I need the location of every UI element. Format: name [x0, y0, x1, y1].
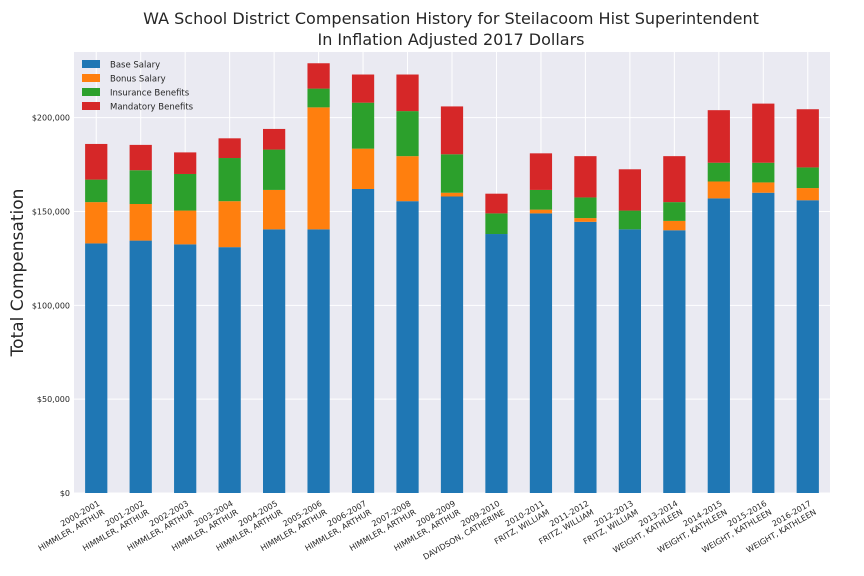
bar-segment-bonus-salary — [752, 182, 775, 193]
bar-segment-insurance-benefits — [307, 88, 330, 108]
bars — [85, 63, 819, 494]
bar-segment-mandatory-benefits — [440, 106, 464, 155]
bar-segment-base-salary — [574, 221, 597, 493]
bar-segment-insurance-benefits — [218, 158, 241, 202]
bar-segment-base-salary — [174, 244, 197, 493]
legend-label: Bonus Salary — [110, 75, 166, 85]
bar-segment-mandatory-benefits — [796, 109, 819, 168]
bar-segment-base-salary — [85, 243, 108, 493]
bar-segment-bonus-salary — [796, 188, 819, 201]
bar-segment-bonus-salary — [129, 204, 152, 241]
bar-segment-mandatory-benefits — [707, 110, 730, 163]
bar-segment-base-salary — [440, 196, 464, 494]
legend-swatch — [82, 88, 100, 96]
legend-swatch — [82, 102, 100, 110]
bar-segment-mandatory-benefits — [85, 143, 108, 180]
legend-label: Mandatory Benefits — [110, 103, 194, 113]
legend-swatch — [82, 74, 100, 82]
y-tick-labels: $0 $50,000 $100,000 $150,000 $200,000 — [32, 114, 70, 498]
bar-segment-base-salary — [752, 192, 775, 493]
bar-segment-bonus-salary — [218, 201, 241, 248]
bar-segment-mandatory-benefits — [574, 156, 597, 198]
bar-segment-mandatory-benefits — [752, 103, 775, 163]
bar-segment-insurance-benefits — [174, 173, 197, 211]
bar-segment-insurance-benefits — [129, 170, 152, 205]
bar-segment-base-salary — [529, 213, 553, 493]
bar-segment-insurance-benefits — [85, 179, 108, 203]
bar-segment-bonus-salary — [440, 192, 464, 197]
bar-segment-insurance-benefits — [574, 197, 597, 219]
bar-segment-bonus-salary — [663, 220, 686, 231]
bar-segment-insurance-benefits — [663, 202, 686, 221]
bar-segment-base-salary — [263, 229, 286, 493]
bar-segment-insurance-benefits — [529, 189, 553, 210]
bar-segment-base-salary — [307, 229, 330, 493]
bar-segment-base-salary — [218, 247, 241, 493]
bar-segment-insurance-benefits — [618, 210, 641, 230]
bar-segment-insurance-benefits — [396, 111, 419, 157]
legend: Base Salary Bonus Salary Insurance Benefit… — [82, 60, 194, 113]
bar-segment-bonus-salary — [85, 202, 108, 244]
bar-segment-bonus-salary — [529, 209, 553, 214]
bar-segment-bonus-salary — [707, 181, 730, 199]
bar-segment-mandatory-benefits — [663, 156, 686, 203]
legend-label: Base Salary — [110, 61, 160, 71]
bar-segment-mandatory-benefits — [218, 138, 241, 159]
bar-segment-mandatory-benefits — [174, 152, 197, 174]
y-tick-label: $100,000 — [32, 301, 70, 310]
bar-segment-insurance-benefits — [796, 167, 819, 189]
bar-segment-insurance-benefits — [440, 154, 464, 193]
bar-segment-insurance-benefits — [485, 213, 508, 235]
bar-segment-base-salary — [618, 229, 641, 493]
y-tick-label: $200,000 — [32, 114, 70, 123]
bar-segment-bonus-salary — [351, 148, 375, 189]
bar-segment-base-salary — [796, 200, 819, 493]
legend-swatch — [82, 60, 100, 68]
bar-segment-base-salary — [707, 198, 730, 494]
bar-segment-base-salary — [396, 201, 419, 493]
chart-title: WA School District Compensation History … — [143, 9, 759, 28]
y-tick-label: $0 — [60, 489, 70, 498]
bar-segment-mandatory-benefits — [351, 74, 375, 103]
bar-segment-insurance-benefits — [263, 149, 286, 190]
bar-segment-mandatory-benefits — [396, 74, 419, 112]
bar-segment-mandatory-benefits — [529, 153, 553, 190]
bar-segment-bonus-salary — [307, 107, 330, 230]
bar-segment-insurance-benefits — [351, 102, 375, 149]
bar-segment-insurance-benefits — [707, 162, 730, 182]
bar-segment-bonus-salary — [574, 218, 597, 222]
bar-segment-mandatory-benefits — [307, 63, 330, 89]
bar-segment-bonus-salary — [263, 189, 286, 230]
bar-segment-mandatory-benefits — [263, 128, 286, 150]
bar-segment-bonus-salary — [396, 156, 419, 202]
y-tick-label: $50,000 — [37, 395, 70, 404]
bar-segment-mandatory-benefits — [618, 169, 641, 211]
bar-segment-bonus-salary — [174, 210, 197, 245]
y-axis-title: Total Compensation — [8, 189, 28, 358]
bar-segment-mandatory-benefits — [485, 193, 508, 214]
bar-segment-base-salary — [351, 188, 375, 493]
bar-segment-base-salary — [485, 234, 508, 493]
chart-subtitle: In Inflation Adjusted 2017 Dollars — [317, 30, 584, 49]
bar-segment-base-salary — [663, 230, 686, 493]
legend-label: Insurance Benefits — [110, 89, 190, 99]
y-tick-label: $150,000 — [32, 208, 70, 217]
bar-segment-mandatory-benefits — [129, 144, 152, 171]
bar-segment-insurance-benefits — [752, 162, 775, 183]
bar-segment-base-salary — [129, 240, 152, 493]
